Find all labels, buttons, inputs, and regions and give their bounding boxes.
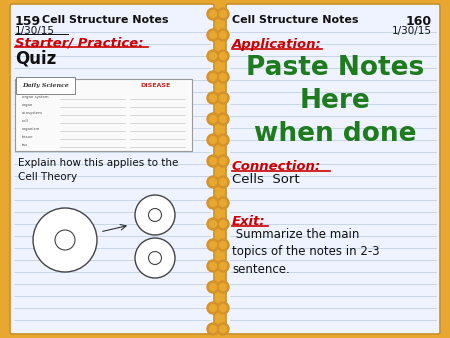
Circle shape xyxy=(217,8,229,20)
Circle shape xyxy=(217,176,229,188)
Text: 159: 159 xyxy=(15,15,41,28)
Text: 1/30/15: 1/30/15 xyxy=(392,26,432,36)
Circle shape xyxy=(217,50,229,62)
Circle shape xyxy=(207,302,219,314)
Circle shape xyxy=(210,95,216,101)
Circle shape xyxy=(217,302,229,314)
FancyBboxPatch shape xyxy=(226,4,440,334)
Circle shape xyxy=(220,305,226,312)
Circle shape xyxy=(207,260,219,272)
Circle shape xyxy=(210,220,216,227)
Circle shape xyxy=(220,178,226,186)
Circle shape xyxy=(207,176,219,188)
Circle shape xyxy=(210,137,216,144)
Circle shape xyxy=(55,230,75,250)
Circle shape xyxy=(207,134,219,146)
FancyBboxPatch shape xyxy=(10,4,214,334)
Circle shape xyxy=(207,92,219,104)
Text: ecosystem: ecosystem xyxy=(22,111,43,115)
Circle shape xyxy=(217,260,229,272)
Circle shape xyxy=(210,325,216,333)
Text: Cell Structure Notes: Cell Structure Notes xyxy=(232,15,359,25)
Text: Cells  Sort: Cells Sort xyxy=(232,173,300,186)
Circle shape xyxy=(217,155,229,167)
Text: Explain how this applies to the
Cell Theory: Explain how this applies to the Cell The… xyxy=(18,158,178,182)
Text: organism: organism xyxy=(22,127,40,131)
Circle shape xyxy=(207,8,219,20)
Circle shape xyxy=(220,199,226,207)
Circle shape xyxy=(217,218,229,230)
Circle shape xyxy=(217,71,229,83)
Circle shape xyxy=(148,251,162,265)
Circle shape xyxy=(220,73,226,80)
FancyBboxPatch shape xyxy=(15,79,192,151)
Circle shape xyxy=(210,73,216,80)
Circle shape xyxy=(207,71,219,83)
Circle shape xyxy=(220,220,226,227)
Circle shape xyxy=(217,92,229,104)
Text: 1/30/15: 1/30/15 xyxy=(15,26,55,36)
Circle shape xyxy=(210,178,216,186)
Circle shape xyxy=(207,218,219,230)
Text: Application:: Application: xyxy=(232,38,322,51)
Circle shape xyxy=(220,241,226,248)
Text: organ system: organ system xyxy=(22,95,49,99)
Circle shape xyxy=(220,52,226,59)
Circle shape xyxy=(217,113,229,125)
Circle shape xyxy=(33,208,97,272)
Circle shape xyxy=(220,95,226,101)
Circle shape xyxy=(220,31,226,39)
Text: Paste Notes
Here
when done: Paste Notes Here when done xyxy=(246,55,424,147)
Circle shape xyxy=(220,116,226,122)
Circle shape xyxy=(220,325,226,333)
Circle shape xyxy=(220,284,226,290)
Text: 160: 160 xyxy=(406,15,432,28)
Circle shape xyxy=(207,113,219,125)
Circle shape xyxy=(135,238,175,278)
Circle shape xyxy=(210,241,216,248)
Circle shape xyxy=(217,134,229,146)
Circle shape xyxy=(217,239,229,251)
Text: tissue: tissue xyxy=(22,135,33,139)
Text: Summarize the main
topics of the notes in 2-3
sentence.: Summarize the main topics of the notes i… xyxy=(232,228,380,276)
Circle shape xyxy=(210,284,216,290)
Circle shape xyxy=(207,50,219,62)
Circle shape xyxy=(207,239,219,251)
Circle shape xyxy=(220,137,226,144)
Circle shape xyxy=(210,263,216,269)
Circle shape xyxy=(210,52,216,59)
Circle shape xyxy=(220,263,226,269)
Circle shape xyxy=(210,199,216,207)
Text: Daily Science: Daily Science xyxy=(22,83,69,88)
Circle shape xyxy=(220,158,226,165)
Circle shape xyxy=(210,305,216,312)
Circle shape xyxy=(210,158,216,165)
Text: Exit:: Exit: xyxy=(232,215,266,228)
Circle shape xyxy=(210,116,216,122)
Circle shape xyxy=(135,195,175,235)
Circle shape xyxy=(217,281,229,293)
Text: tax: tax xyxy=(22,143,28,147)
Circle shape xyxy=(148,209,162,221)
Circle shape xyxy=(207,323,219,335)
Text: cell: cell xyxy=(22,119,29,123)
Text: Cell Structure Notes: Cell Structure Notes xyxy=(42,15,168,25)
Circle shape xyxy=(207,197,219,209)
Circle shape xyxy=(210,10,216,18)
Circle shape xyxy=(217,323,229,335)
Circle shape xyxy=(207,29,219,41)
Circle shape xyxy=(217,197,229,209)
Text: Quiz: Quiz xyxy=(15,49,56,67)
Text: organ: organ xyxy=(22,103,33,107)
Circle shape xyxy=(207,155,219,167)
Text: Connection:: Connection: xyxy=(232,160,321,173)
Text: Starter/ Practice:: Starter/ Practice: xyxy=(15,36,144,49)
Circle shape xyxy=(207,281,219,293)
Circle shape xyxy=(220,10,226,18)
Text: DISEASE: DISEASE xyxy=(140,83,170,88)
Circle shape xyxy=(210,31,216,39)
Circle shape xyxy=(217,29,229,41)
